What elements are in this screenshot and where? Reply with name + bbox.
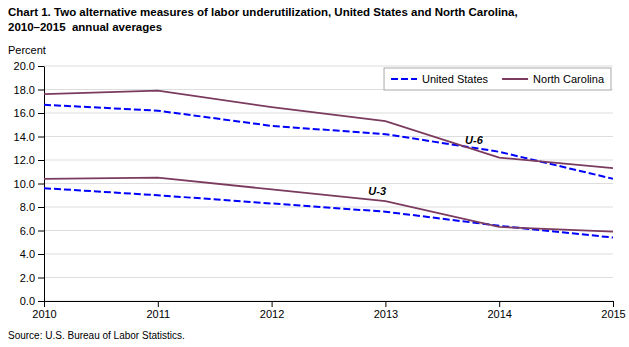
y-tick: 2.0	[20, 272, 44, 284]
x-tick: 2010	[32, 301, 56, 320]
x-tick-label: 2015	[601, 308, 625, 320]
y-tick-mark	[38, 66, 44, 67]
legend-item: United States	[391, 73, 489, 85]
y-tick-mark	[38, 90, 44, 91]
legend-label: North Carolina	[533, 73, 605, 85]
legend-item: North Carolina	[502, 73, 605, 85]
y-tick-mark	[38, 231, 44, 232]
grid-line	[44, 254, 613, 255]
legend-swatch	[502, 78, 528, 80]
x-tick-mark	[385, 301, 386, 307]
y-tick-label: 8.0	[20, 201, 35, 213]
y-tick: 10.0	[14, 178, 44, 190]
x-tick-label: 2013	[374, 308, 398, 320]
y-tick: 12.0	[14, 154, 44, 166]
subtitle: 2010–2015 annual averages	[8, 21, 162, 33]
x-tick: 2014	[487, 301, 511, 320]
grid-line	[44, 136, 613, 137]
y-tick: 16.0	[14, 107, 44, 119]
y-tick-label: 6.0	[20, 225, 35, 237]
y-tick-mark	[38, 160, 44, 161]
x-axis: 2010 2011 2012 2013 2014 2015	[32, 301, 625, 320]
y-tick-mark	[38, 207, 44, 208]
legend-box	[384, 68, 611, 90]
y-axis-label: Percent	[8, 44, 46, 56]
y-tick: 20.0	[14, 60, 44, 72]
y-tick-label: 4.0	[20, 248, 35, 260]
y-tick-mark	[38, 113, 44, 114]
x-tick-mark	[272, 301, 273, 307]
grid-line	[44, 301, 613, 302]
annotation: U-6	[465, 134, 484, 146]
y-tick-label: 10.0	[14, 178, 35, 190]
grid-line	[44, 66, 613, 67]
y-tick-mark	[38, 301, 44, 302]
x-axis-line	[45, 301, 614, 302]
y-tick-mark	[38, 137, 44, 138]
y-tick: 18.0	[14, 84, 44, 96]
x-tick: 2013	[374, 301, 398, 320]
y-tick-label: 2.0	[20, 272, 35, 284]
x-tick-mark	[499, 301, 500, 307]
y-tick: 4.0	[20, 248, 44, 260]
y-tick-label: 12.0	[14, 154, 35, 166]
chart: Chart 1. Two alternative measures of lab…	[0, 0, 629, 347]
x-tick-mark	[158, 301, 159, 307]
y-tick-label: 18.0	[14, 84, 35, 96]
y-axis: 0.0 2.0 4.0 6.0 8.0 10.0 12.0 14.0 16.0 18.0 20.0	[14, 60, 45, 307]
y-tick-label: 16.0	[14, 107, 35, 119]
grid-line	[44, 277, 613, 278]
grid-line	[44, 183, 613, 184]
x-tick-label: 2014	[487, 308, 511, 320]
series-line	[44, 105, 613, 179]
x-tick-mark	[44, 301, 45, 307]
y-tick: 6.0	[20, 225, 44, 237]
series-line	[44, 91, 613, 169]
y-tick-mark	[38, 184, 44, 185]
y-tick-mark	[38, 278, 44, 279]
y-tick-label: 20.0	[14, 60, 35, 72]
annotation: U-3	[368, 185, 386, 197]
y-tick: 8.0	[20, 201, 44, 213]
y-tick: 14.0	[14, 131, 44, 143]
grid	[44, 66, 613, 301]
x-tick-label: 2010	[32, 308, 56, 320]
grid-line	[44, 230, 613, 231]
series-line	[44, 178, 613, 232]
plot-area	[44, 91, 613, 238]
legend: United States North Carolina	[384, 68, 611, 90]
x-tick-label: 2012	[260, 308, 284, 320]
y-tick: 0.0	[20, 295, 44, 307]
y-tick-label: 0.0	[20, 295, 35, 307]
y-tick-mark	[38, 254, 44, 255]
legend-label: United States	[422, 73, 489, 85]
x-tick: 2011	[146, 301, 170, 320]
source: Source: U.S. Bureau of Labor Statistics.	[8, 330, 185, 341]
title: Chart 1. Two alternative measures of lab…	[8, 6, 518, 18]
legend-swatch	[391, 78, 417, 80]
y-axis-line	[44, 67, 45, 302]
y-tick-label: 14.0	[14, 131, 35, 143]
x-tick: 2015	[601, 301, 625, 320]
x-tick: 2012	[260, 301, 284, 320]
x-tick-label: 2011	[146, 308, 170, 320]
x-tick-mark	[613, 301, 614, 307]
